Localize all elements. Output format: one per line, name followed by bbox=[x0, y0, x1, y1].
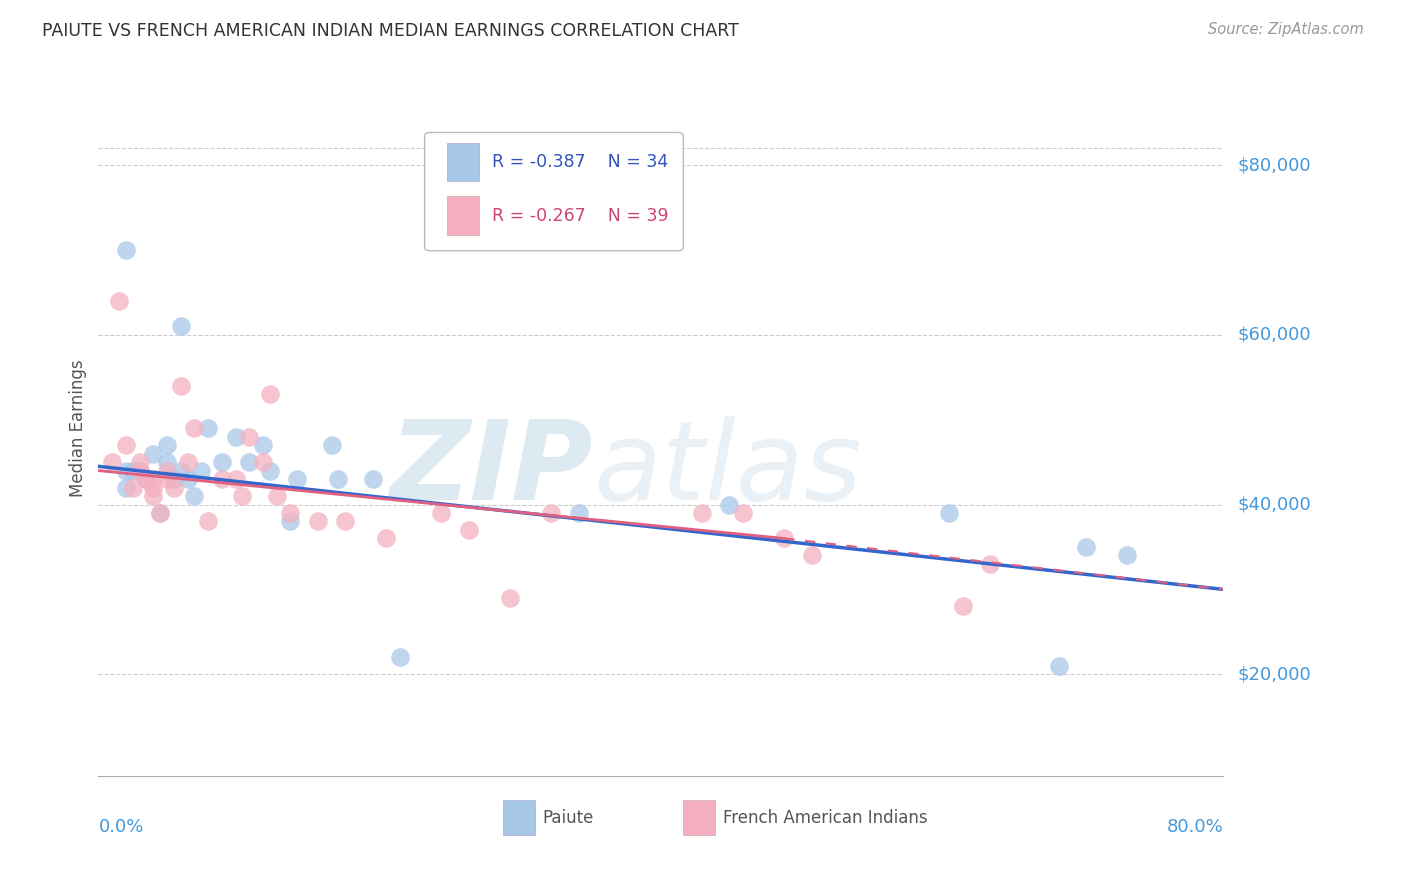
Point bbox=[142, 481, 165, 495]
Point bbox=[156, 455, 179, 469]
Point bbox=[135, 472, 157, 486]
Point bbox=[225, 430, 247, 444]
Y-axis label: Median Earnings: Median Earnings bbox=[69, 359, 87, 497]
Text: $60,000: $60,000 bbox=[1237, 326, 1310, 343]
Text: $20,000: $20,000 bbox=[1237, 665, 1310, 683]
Point bbox=[211, 455, 233, 469]
Point bbox=[979, 557, 1001, 571]
Point bbox=[952, 599, 974, 614]
Point bbox=[163, 472, 186, 486]
Point bbox=[170, 319, 193, 334]
Point bbox=[773, 532, 796, 546]
Point bbox=[197, 515, 219, 529]
Point bbox=[115, 481, 138, 495]
Point bbox=[335, 515, 357, 529]
Point bbox=[259, 464, 281, 478]
Point bbox=[156, 464, 179, 478]
Point bbox=[156, 472, 179, 486]
Point bbox=[375, 532, 398, 546]
Point bbox=[259, 387, 281, 401]
Text: atlas: atlas bbox=[593, 417, 862, 524]
Point bbox=[183, 489, 205, 503]
FancyBboxPatch shape bbox=[425, 132, 683, 251]
Point bbox=[718, 498, 741, 512]
Point bbox=[252, 438, 274, 452]
Point bbox=[149, 506, 172, 520]
Point bbox=[238, 455, 260, 469]
FancyBboxPatch shape bbox=[447, 143, 478, 181]
Point bbox=[1047, 658, 1070, 673]
Point bbox=[121, 464, 143, 478]
Point bbox=[540, 506, 562, 520]
Text: $40,000: $40,000 bbox=[1237, 496, 1310, 514]
FancyBboxPatch shape bbox=[683, 800, 714, 835]
Point bbox=[430, 506, 453, 520]
Point bbox=[149, 506, 172, 520]
Point bbox=[142, 472, 165, 486]
Point bbox=[1074, 540, 1097, 554]
Point bbox=[328, 472, 350, 486]
Point bbox=[101, 455, 124, 469]
Point bbox=[142, 489, 165, 503]
Point bbox=[938, 506, 960, 520]
Point bbox=[280, 506, 302, 520]
Point bbox=[121, 481, 143, 495]
Text: 80.0%: 80.0% bbox=[1167, 818, 1223, 836]
Point bbox=[197, 421, 219, 435]
Point bbox=[361, 472, 384, 486]
Point bbox=[211, 472, 233, 486]
Point bbox=[389, 650, 412, 665]
Point bbox=[156, 438, 179, 452]
Point bbox=[128, 455, 150, 469]
Point bbox=[1116, 549, 1139, 563]
Point bbox=[115, 438, 138, 452]
Text: R = -0.387    N = 34: R = -0.387 N = 34 bbox=[492, 153, 668, 171]
Point bbox=[142, 447, 165, 461]
Point bbox=[176, 472, 198, 486]
Text: ZIP: ZIP bbox=[389, 417, 593, 524]
Point bbox=[457, 523, 479, 537]
Point bbox=[307, 515, 329, 529]
Point bbox=[170, 464, 193, 478]
Point bbox=[115, 464, 138, 478]
Point bbox=[280, 515, 302, 529]
Point bbox=[190, 464, 212, 478]
FancyBboxPatch shape bbox=[503, 800, 534, 835]
Point bbox=[108, 293, 131, 308]
Point bbox=[252, 455, 274, 469]
Point bbox=[135, 472, 157, 486]
Text: R = -0.267    N = 39: R = -0.267 N = 39 bbox=[492, 207, 669, 225]
Point bbox=[266, 489, 288, 503]
Point bbox=[176, 455, 198, 469]
Point bbox=[163, 481, 186, 495]
Point bbox=[231, 489, 253, 503]
Point bbox=[128, 464, 150, 478]
Point bbox=[499, 591, 522, 605]
Text: PAIUTE VS FRENCH AMERICAN INDIAN MEDIAN EARNINGS CORRELATION CHART: PAIUTE VS FRENCH AMERICAN INDIAN MEDIAN … bbox=[42, 22, 740, 40]
Text: French American Indians: French American Indians bbox=[723, 809, 928, 827]
Point bbox=[170, 378, 193, 392]
Point bbox=[285, 472, 308, 486]
Point bbox=[690, 506, 713, 520]
Point bbox=[567, 506, 589, 520]
Text: Paiute: Paiute bbox=[543, 809, 595, 827]
Point bbox=[238, 430, 260, 444]
Point bbox=[128, 464, 150, 478]
Text: $80,000: $80,000 bbox=[1237, 156, 1310, 174]
Text: 0.0%: 0.0% bbox=[98, 818, 143, 836]
Point bbox=[225, 472, 247, 486]
Point bbox=[800, 549, 823, 563]
Point bbox=[321, 438, 343, 452]
Point bbox=[183, 421, 205, 435]
FancyBboxPatch shape bbox=[447, 196, 478, 235]
Point bbox=[733, 506, 755, 520]
Point bbox=[115, 243, 138, 257]
Text: Source: ZipAtlas.com: Source: ZipAtlas.com bbox=[1208, 22, 1364, 37]
